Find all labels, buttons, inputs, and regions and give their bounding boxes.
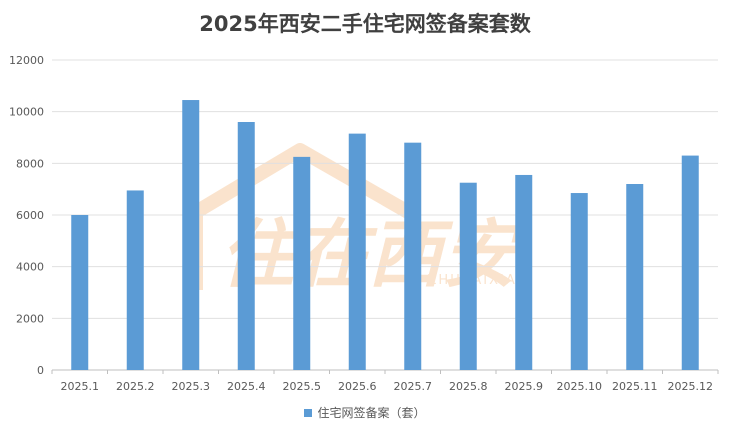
x-tick-label: 2025.9 bbox=[505, 380, 544, 393]
grid bbox=[52, 59, 718, 371]
bar bbox=[570, 193, 588, 370]
bars bbox=[71, 100, 699, 371]
x-tick-label: 2025.3 bbox=[172, 380, 211, 393]
x-tick-label: 2025.12 bbox=[668, 380, 714, 393]
y-tick-label: 8000 bbox=[16, 157, 44, 170]
y-tick-label: 10000 bbox=[9, 106, 44, 119]
y-tick-label: 4000 bbox=[16, 261, 44, 274]
bar bbox=[126, 190, 144, 370]
legend-label: 住宅网签备案（套） bbox=[317, 406, 426, 420]
watermark-subtext: ZHUZAIXIAN bbox=[428, 273, 529, 288]
bar bbox=[681, 155, 699, 370]
bar bbox=[404, 142, 422, 370]
y-axis: 0 2000 4000 6000 8000 10000 12000 bbox=[9, 54, 44, 377]
x-tick-label: 2025.8 bbox=[449, 380, 488, 393]
y-tick-label: 2000 bbox=[16, 312, 44, 325]
bar bbox=[237, 122, 255, 370]
x-tick-label: 2025.7 bbox=[394, 380, 433, 393]
y-tick-label: 12000 bbox=[9, 54, 44, 67]
bar bbox=[293, 156, 311, 370]
bar bbox=[626, 184, 644, 370]
y-tick-label: 0 bbox=[37, 364, 44, 377]
x-tick-label: 2025.4 bbox=[227, 380, 266, 393]
x-axis: 2025.1 2025.2 2025.3 2025.4 2025.5 2025.6 2025… bbox=[51, 370, 719, 393]
y-tick-label: 6000 bbox=[16, 209, 44, 222]
x-tick-label: 2025.11 bbox=[612, 380, 658, 393]
bar bbox=[459, 182, 477, 370]
x-tick-label: 2025.10 bbox=[557, 380, 603, 393]
legend: 住宅网签备案（套） bbox=[0, 404, 730, 421]
bar bbox=[515, 174, 533, 370]
x-tick-label: 2025.5 bbox=[283, 380, 322, 393]
bar bbox=[348, 133, 366, 370]
legend-swatch bbox=[304, 408, 313, 417]
bar bbox=[71, 215, 89, 370]
x-tick-label: 2025.1 bbox=[61, 380, 100, 393]
chart-title: 2025年西安二手住宅网签备案套数 bbox=[199, 12, 531, 36]
bar bbox=[182, 100, 200, 371]
x-tick-label: 2025.2 bbox=[116, 380, 155, 393]
x-tick-label: 2025.6 bbox=[338, 380, 377, 393]
